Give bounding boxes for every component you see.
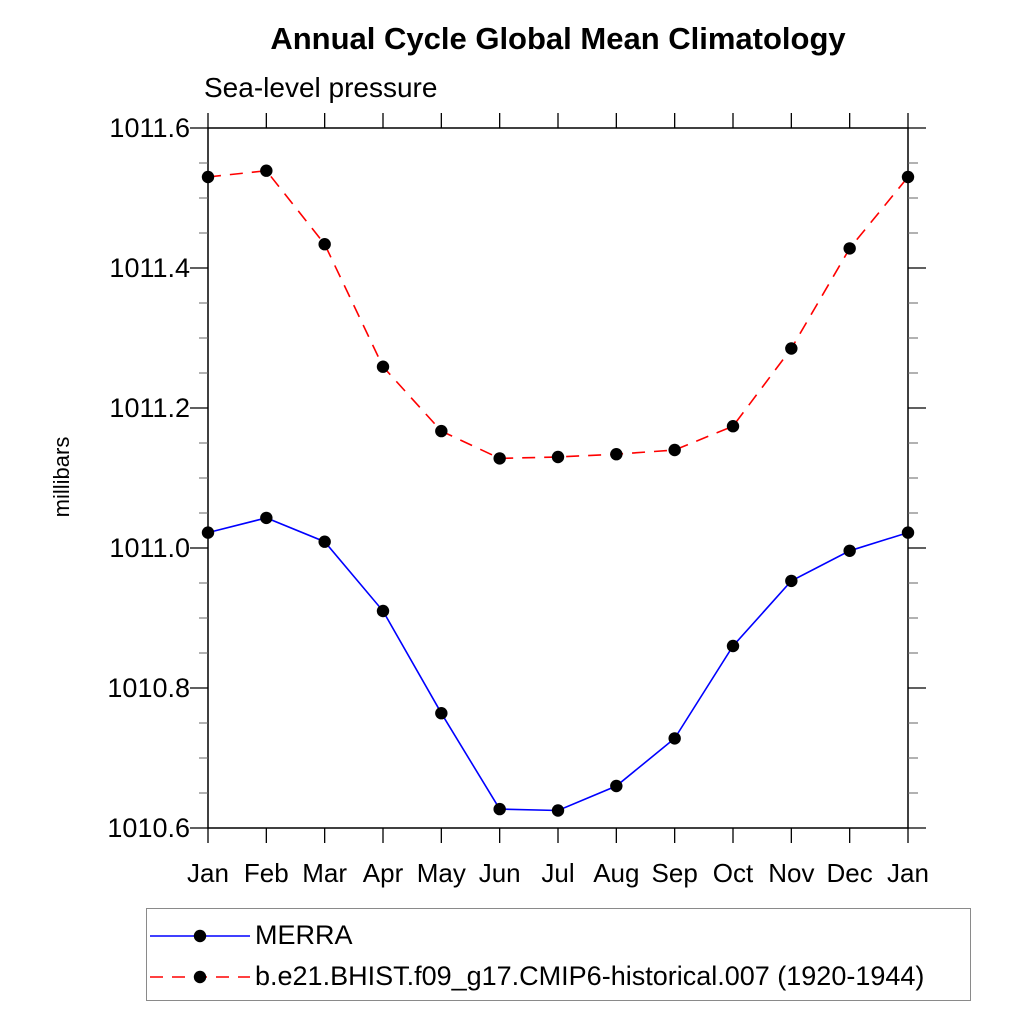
data-point-marker <box>610 779 623 793</box>
data-point-marker <box>493 452 506 465</box>
data-point-marker <box>901 526 915 539</box>
data-point-marker <box>201 526 215 539</box>
y-axis-minor-ticks <box>199 162 918 794</box>
legend-item-cmip6-historical: b.e21.BHIST.f09_g17.CMIP6-historical.007… <box>148 956 970 997</box>
data-point-marker <box>726 639 740 653</box>
data-point-marker <box>376 604 390 618</box>
series-markers-1 <box>201 164 915 465</box>
data-point-marker <box>493 802 506 816</box>
y-tick-label: 1011.2 <box>109 393 190 423</box>
x-tick-label: Jan <box>187 858 229 888</box>
data-point-marker <box>318 535 331 548</box>
data-point-marker <box>668 732 681 745</box>
chart-subtitle: Sea-level pressure <box>204 72 438 103</box>
legend-label-merra: MERRA <box>255 920 353 950</box>
x-axis-ticks <box>207 113 909 843</box>
x-tick-label: Dec <box>826 858 873 888</box>
series-line-0 <box>207 517 909 812</box>
y-tick-label: 1011.6 <box>109 113 190 143</box>
x-tick-label: Oct <box>712 858 754 888</box>
data-point-marker <box>726 420 740 433</box>
data-point-marker <box>551 450 565 464</box>
x-tick-label: Jul <box>541 858 575 888</box>
chart-title: Annual Cycle Global Mean Climatology <box>270 21 846 56</box>
legend-label-cmip6: b.e21.BHIST.f09_g17.CMIP6-historical.007… <box>255 961 925 991</box>
legend: MERRA b.e21.BHIST.f09_g17.CMIP6-historic… <box>146 908 971 1001</box>
x-tick-label: Aug <box>593 858 640 888</box>
merra-line-sample-icon <box>150 929 250 942</box>
series-line-1 <box>207 169 909 460</box>
data-point-marker <box>435 707 448 720</box>
data-point-marker <box>551 804 565 817</box>
data-point-marker <box>843 242 856 255</box>
y-tick-label: 1011.4 <box>109 253 190 283</box>
data-point-marker <box>260 511 273 525</box>
legend-item-merra: MERRA <box>148 915 970 956</box>
data-point-marker <box>201 170 215 184</box>
x-tick-label: Mar <box>302 858 348 888</box>
data-point-marker <box>843 544 856 557</box>
x-tick-label: May <box>416 858 466 888</box>
data-point-marker <box>435 424 448 438</box>
series-markers-0 <box>201 511 915 817</box>
y-tick-label: 1010.8 <box>107 673 190 703</box>
data-point-marker <box>901 170 915 184</box>
x-tick-label: Nov <box>768 858 815 888</box>
cmip6-line-sample-icon <box>150 970 250 983</box>
y-tick-label: 1011.0 <box>109 533 190 563</box>
data-point-marker <box>260 164 273 177</box>
data-point-marker <box>318 238 331 251</box>
data-point-marker <box>668 443 681 457</box>
axis-frame <box>207 127 909 829</box>
x-tick-label: Sep <box>651 858 698 888</box>
x-tick-label: Jun <box>478 858 521 888</box>
x-tick-label: Apr <box>362 858 404 888</box>
x-tick-label: Feb <box>243 858 289 888</box>
data-point-marker <box>610 448 623 461</box>
data-point-marker <box>376 360 390 373</box>
y-axis-major-ticks <box>190 127 926 829</box>
x-tick-label: Jan <box>887 858 929 888</box>
y-tick-label: 1010.6 <box>107 813 190 843</box>
data-point-marker <box>785 342 798 355</box>
data-point-marker <box>785 574 798 588</box>
